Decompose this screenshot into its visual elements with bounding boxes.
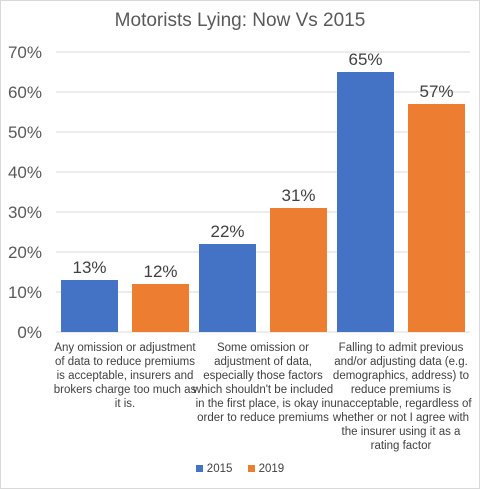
y-tick-label: 10% [8,283,42,302]
bar-2019-1 [270,208,327,332]
data-label: 31% [281,186,315,205]
legend-swatch-2015 [195,465,203,473]
legend-item-2019: 2019 [247,463,285,475]
data-label: 57% [419,82,453,101]
y-tick-label: 30% [8,203,42,222]
legend-swatch-2019 [247,465,255,473]
legend-item-2015: 2015 [195,463,233,475]
y-tick-label: 60% [8,83,42,102]
category-label: Any omission or adjustment of data to re… [53,342,197,410]
y-tick-label: 20% [8,243,42,262]
data-label: 12% [143,262,177,281]
data-label: 13% [72,258,106,277]
legend-label-2019: 2019 [258,463,285,475]
chart-title: Motorists Lying: Now Vs 2015 [114,10,366,31]
bar-2015-0 [61,280,118,332]
data-label: 22% [210,222,244,241]
y-tick-label: 40% [8,163,42,182]
y-tick-label: 70% [8,43,42,62]
y-tick-label: 50% [8,123,42,142]
bar-2015-1 [199,244,256,332]
legend: 2015 2019 [0,463,480,475]
bar-2019-0 [132,284,189,332]
bar-2019-2 [408,104,465,332]
data-label: 65% [348,50,382,69]
legend-label-2015: 2015 [206,463,233,475]
bar-2015-2 [337,72,394,332]
y-tick-label: 0% [17,323,42,342]
category-label: Falling to admit previous and/or adjusti… [330,342,472,452]
category-label: Some omission or adjustment of data, esp… [192,342,334,424]
